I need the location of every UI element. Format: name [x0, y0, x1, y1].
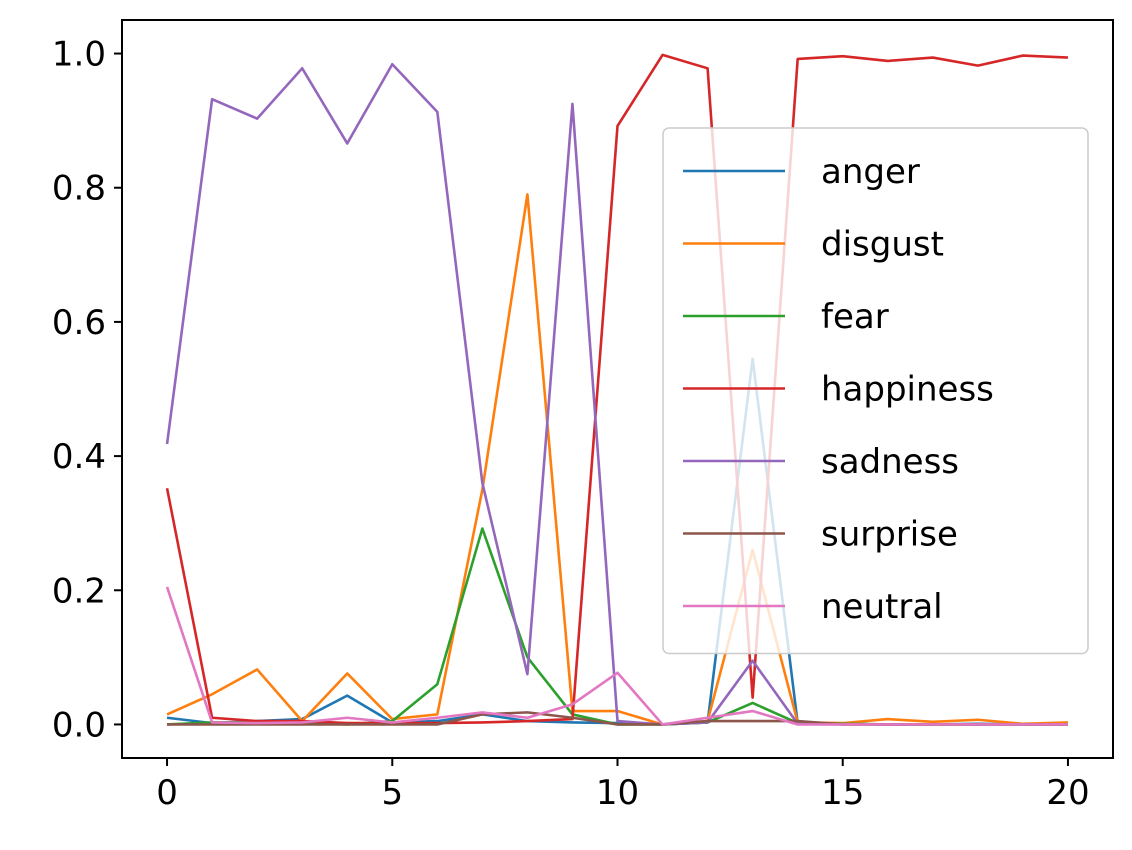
x-tick-label: 5: [381, 773, 403, 813]
x-tick-label: 20: [1046, 773, 1089, 813]
series-line-neutral: [165, 586, 1068, 726]
y-axis: 0.0 0.2 0.4 0.6 0.8 1.0: [52, 35, 122, 745]
y-tick-label: 0.4: [52, 437, 106, 477]
legend: anger disgust fear happiness sadness surprise…: [662, 127, 1089, 655]
y-tick-label: 1.0: [52, 35, 106, 75]
legend-label-happiness: happiness: [821, 370, 994, 410]
series-layer: [165, 53, 1069, 726]
legend-frame: [662, 127, 1089, 655]
legend-label-fear: fear: [821, 297, 889, 337]
y-tick-label: 0.6: [52, 303, 106, 343]
y-tick-label: 0.8: [52, 169, 106, 209]
x-tick-label: 0: [156, 773, 178, 813]
legend-label-surprise: surprise: [821, 515, 958, 555]
legend-label-disgust: disgust: [821, 225, 944, 265]
x-axis: 0 5 10 15 20: [156, 758, 1090, 813]
x-tick-label: 10: [596, 773, 639, 813]
legend-label-neutral: neutral: [821, 587, 943, 627]
x-tick-label: 15: [821, 773, 864, 813]
legend-label-anger: anger: [821, 152, 920, 192]
legend-label-sadness: sadness: [821, 442, 959, 482]
y-tick-label: 0.0: [52, 705, 106, 745]
y-tick-label: 0.2: [52, 571, 106, 611]
